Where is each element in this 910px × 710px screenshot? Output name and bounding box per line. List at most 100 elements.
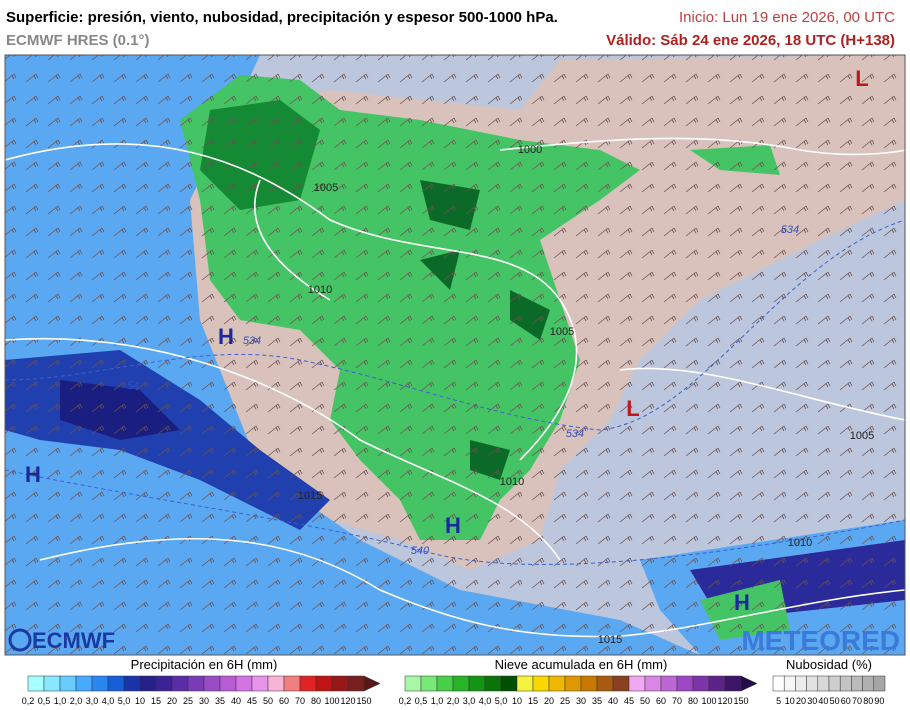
legend-swatch xyxy=(612,675,630,692)
legend-label: 20 xyxy=(167,696,177,706)
legend-swatch xyxy=(139,675,157,692)
legend-label: 50 xyxy=(640,696,650,706)
legend-label: 70 xyxy=(852,696,862,706)
model: ECMWF HRES (0.1°) xyxy=(6,32,150,49)
legend-label: 50 xyxy=(263,696,273,706)
map: H H H H L L 1005 1000 1010 1005 1010 101… xyxy=(5,55,905,656)
legend-swatch xyxy=(817,675,830,692)
legend-label: 3,0 xyxy=(463,696,476,706)
thickness-label: 54 xyxy=(127,380,139,392)
thickness-label: 534 xyxy=(781,224,799,236)
map-frame xyxy=(4,54,906,656)
legend-swatch xyxy=(532,675,550,692)
legend-label: 40 xyxy=(818,696,828,706)
legend-swatch xyxy=(155,675,173,692)
legend-label: 30 xyxy=(576,696,586,706)
legend-label: 10 xyxy=(785,696,795,706)
legend-label: 1,0 xyxy=(431,696,444,706)
legend-swatch xyxy=(315,675,333,692)
legend-label: 100 xyxy=(324,696,339,706)
thickness-label: 534 xyxy=(566,428,584,440)
thickness-label: 534 xyxy=(243,335,261,347)
legend-label: 45 xyxy=(624,696,634,706)
legend-label: 0,2 xyxy=(399,696,412,706)
pressure-center: H xyxy=(25,462,41,487)
legend-label: 4,0 xyxy=(479,696,492,706)
legend-swatch xyxy=(806,675,819,692)
legend-swatch xyxy=(436,675,454,692)
legend-label: 40 xyxy=(608,696,618,706)
legend-swatch xyxy=(331,675,349,692)
legend-swatch xyxy=(692,675,710,692)
legend-label: 25 xyxy=(560,696,570,706)
init-time: Inicio: Lun 19 ene 2026, 00 UTC xyxy=(679,9,895,26)
legend-swatch xyxy=(251,675,269,692)
legend-swatch xyxy=(27,675,45,692)
legend-swatch xyxy=(283,675,301,692)
pressure-center: H xyxy=(734,590,750,615)
legend-label: 0,2 xyxy=(22,696,35,706)
title: Superficie: presión, viento, nubosidad, … xyxy=(6,9,558,26)
legend-swatch xyxy=(580,675,598,692)
legend-title: Nieve acumulada en 6H (mm) xyxy=(495,657,668,672)
isobar-label: 1005 xyxy=(550,326,574,338)
logo-ecmwf: ECMWF xyxy=(32,628,115,653)
legend-swatch xyxy=(873,675,886,692)
logo-meteored: METEORED xyxy=(741,625,900,656)
legend-label: 30 xyxy=(199,696,209,706)
legend-swatch xyxy=(500,675,518,692)
legend-label: 80 xyxy=(863,696,873,706)
pressure-center: L xyxy=(855,66,868,91)
thickness-label: 540 xyxy=(411,545,430,557)
legend-label: 120 xyxy=(340,696,355,706)
legend-label: 120 xyxy=(717,696,732,706)
legend-swatch xyxy=(404,675,422,692)
legend-label: 150 xyxy=(356,696,371,706)
legend-label: 45 xyxy=(247,696,257,706)
legend-swatch xyxy=(772,675,785,692)
legend-label: 5,0 xyxy=(118,696,131,706)
legend-label: 35 xyxy=(215,696,225,706)
legend-label: 20 xyxy=(796,696,806,706)
legend-swatch xyxy=(235,675,253,692)
legend-label: 40 xyxy=(231,696,241,706)
legend-label: 1,0 xyxy=(54,696,67,706)
legend-label: 80 xyxy=(311,696,321,706)
legend-label: 20 xyxy=(544,696,554,706)
isobar-label: 1000 xyxy=(518,144,542,156)
legend-swatch xyxy=(59,675,77,692)
legend-swatch xyxy=(219,675,237,692)
legend-label: 60 xyxy=(656,696,666,706)
legend-swatch xyxy=(628,675,646,692)
legend-swatch xyxy=(851,675,863,692)
legend-label: 60 xyxy=(841,696,851,706)
legend-label: 2,0 xyxy=(447,696,460,706)
legend-swatch xyxy=(299,675,317,692)
legend-label: 15 xyxy=(151,696,161,706)
legend-label: 50 xyxy=(830,696,840,706)
legend-label: 4,0 xyxy=(102,696,115,706)
legend-swatch xyxy=(203,675,221,692)
valid-time: Válido: Sáb 24 ene 2026, 18 UTC (H+138) xyxy=(606,32,895,49)
legend-label: 5 xyxy=(776,696,781,706)
legend-swatch xyxy=(484,675,502,692)
legend-swatch xyxy=(795,675,807,692)
legend-swatch xyxy=(347,675,365,692)
legend-swatch xyxy=(123,675,141,692)
legends: Precipitación en 6H (mm)0,2 0,5 1,0 2,0 3,0 4… xyxy=(22,657,886,706)
legend-label: 5,0 xyxy=(495,696,508,706)
legend-swatch xyxy=(43,675,61,692)
isobar-label: 1015 xyxy=(598,634,622,646)
legend-label: 10 xyxy=(512,696,522,706)
isobar-label: 1015 xyxy=(298,490,322,502)
isobar-label: 1005 xyxy=(850,430,874,442)
pressure-center: H xyxy=(445,513,461,538)
legend-label: 15 xyxy=(528,696,538,706)
legend-swatch xyxy=(783,675,796,692)
legend-swatch xyxy=(468,675,486,692)
pressure-center: H xyxy=(218,324,234,349)
legend-label: 70 xyxy=(295,696,305,706)
pressure-center: L xyxy=(626,396,639,421)
legend-swatch xyxy=(75,675,93,692)
isobar-label: 1010 xyxy=(308,284,332,296)
